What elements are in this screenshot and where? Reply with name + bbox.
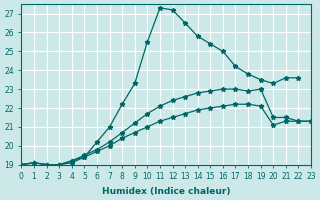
X-axis label: Humidex (Indice chaleur): Humidex (Indice chaleur) bbox=[102, 187, 230, 196]
